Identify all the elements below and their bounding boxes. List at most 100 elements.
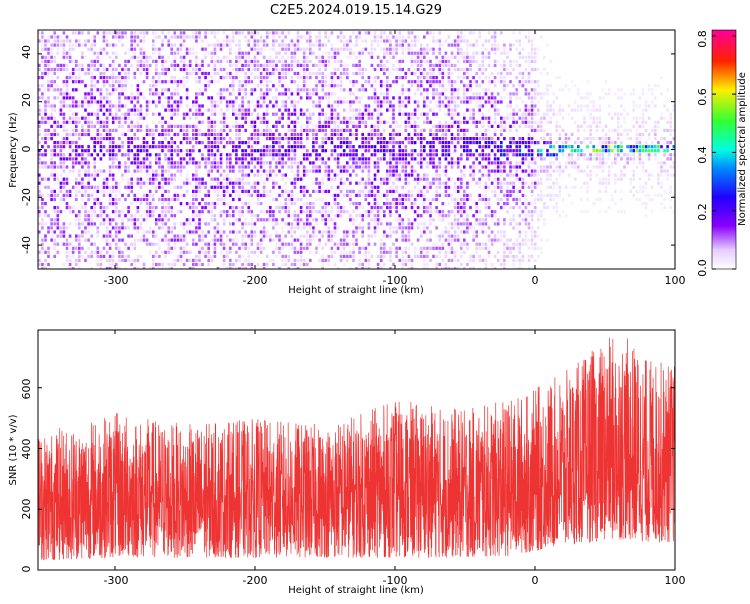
heatmap-cell <box>358 51 361 55</box>
heatmap-cell <box>275 165 278 169</box>
heatmap-cell <box>398 124 401 128</box>
heatmap-cell <box>161 185 164 189</box>
heatmap-cell <box>342 169 346 173</box>
heatmap-cell <box>309 193 312 197</box>
heatmap-cell <box>250 242 254 246</box>
heatmap-cell <box>392 189 395 193</box>
heatmap-cell <box>164 132 167 137</box>
heatmap-cell <box>453 43 457 47</box>
heatmap-cell <box>376 137 380 141</box>
heatmap-cell <box>130 149 133 153</box>
heatmap-cell <box>121 92 124 96</box>
heatmap-cell <box>306 63 309 67</box>
heatmap-cell <box>466 226 469 230</box>
heatmap-cell <box>376 189 380 193</box>
heatmap-cell <box>383 267 386 269</box>
heatmap-cell <box>102 254 106 258</box>
heatmap-cell <box>164 189 167 193</box>
heatmap-cell <box>404 124 408 128</box>
heatmap-cell <box>90 120 93 124</box>
heatmap-cell <box>383 141 386 145</box>
heatmap-cell <box>407 31 411 35</box>
heatmap-cell <box>102 222 106 226</box>
heatmap-cell <box>349 149 352 153</box>
heatmap-cell <box>130 202 133 206</box>
heatmap-cell <box>324 128 327 132</box>
heatmap-cell <box>155 169 158 173</box>
heatmap-cell <box>324 222 327 226</box>
heatmap-cell <box>90 137 93 141</box>
heatmap-cell <box>450 132 454 137</box>
heatmap-cell <box>364 124 368 128</box>
heatmap-cell <box>124 161 127 165</box>
heatmap-cell <box>195 51 198 55</box>
heatmap-cell <box>235 206 238 210</box>
heatmap-cell <box>306 189 309 193</box>
heatmap-cell <box>272 169 275 173</box>
heatmap-cell <box>336 128 340 132</box>
heatmap-cell <box>312 161 315 165</box>
heatmap-cell <box>370 124 374 128</box>
heatmap-cell <box>53 141 56 145</box>
heatmap-cell <box>302 202 306 206</box>
heatmap-cell <box>364 145 368 149</box>
heatmap-cell <box>312 145 315 149</box>
heatmap-cell <box>41 153 44 157</box>
heatmap-cell <box>216 238 220 242</box>
heatmap-cell <box>259 165 263 169</box>
heatmap-cell <box>145 59 149 63</box>
heatmap-cell <box>41 59 44 63</box>
heatmap-cell <box>299 189 303 193</box>
heatmap-cell <box>324 63 327 67</box>
heatmap-cell <box>487 173 491 177</box>
heatmap-cell <box>438 238 441 242</box>
heatmap-cell <box>318 169 321 173</box>
heatmap-cell <box>87 153 90 157</box>
heatmap-cell <box>309 51 312 55</box>
heatmap-cell <box>139 254 143 258</box>
heatmap-cell <box>152 210 155 214</box>
heatmap-cell <box>398 67 401 72</box>
heatmap-cell <box>278 67 281 72</box>
heatmap-cell <box>269 104 272 108</box>
heatmap-cell <box>139 202 143 206</box>
heatmap-cell <box>241 214 244 218</box>
heatmap-cell <box>44 71 47 76</box>
heatmap-cell <box>367 238 371 242</box>
heatmap-cell <box>93 96 96 100</box>
heatmap-cell <box>170 262 173 267</box>
heatmap-cell <box>65 39 69 43</box>
heatmap-cell <box>404 157 408 161</box>
heatmap-cell <box>284 137 287 141</box>
heatmap-cell <box>386 177 389 181</box>
heatmap-cell <box>188 218 192 222</box>
heatmap-cell <box>44 267 47 269</box>
heatmap-cell <box>456 137 460 141</box>
heatmap-cell <box>62 39 66 43</box>
heatmap-cell <box>407 112 411 116</box>
heatmap-cell <box>207 193 210 197</box>
heatmap-cell <box>41 55 44 59</box>
heatmap-cell <box>318 116 321 120</box>
heatmap-cell <box>398 59 401 63</box>
heatmap-cell <box>253 59 257 63</box>
heatmap-cell <box>346 254 349 258</box>
heatmap-cell <box>296 59 300 63</box>
heatmap-cell <box>392 242 395 246</box>
heatmap-cell <box>238 230 241 234</box>
heatmap-cell <box>318 39 321 43</box>
heatmap-cell <box>127 185 130 189</box>
heatmap-cell <box>50 76 53 80</box>
heatmap-cell <box>302 185 306 189</box>
heatmap-cell <box>441 63 445 67</box>
heatmap-cell <box>423 137 426 141</box>
heatmap-cell <box>392 55 395 59</box>
heatmap-cell <box>229 137 232 141</box>
heatmap-cell <box>213 141 217 145</box>
heatmap-cell <box>487 177 491 181</box>
heatmap-cell <box>161 267 164 269</box>
heatmap-cell <box>121 258 124 262</box>
heatmap-cell <box>432 31 435 35</box>
heatmap-cell <box>99 63 103 67</box>
heatmap-cell <box>404 39 408 43</box>
